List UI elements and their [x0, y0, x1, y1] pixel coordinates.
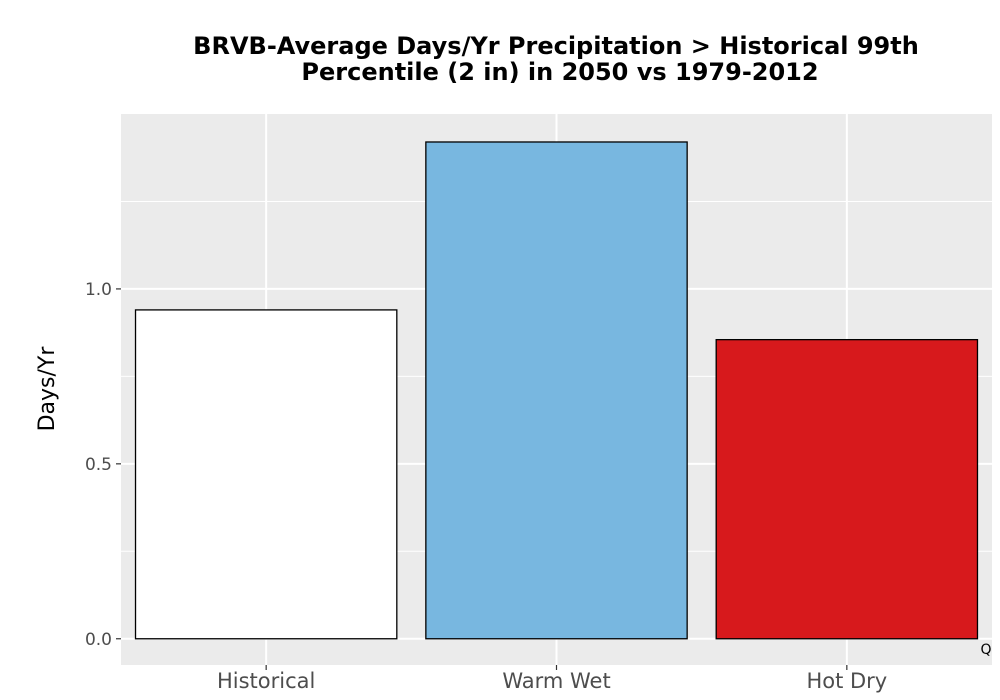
bar-warm-wet	[425, 141, 688, 640]
bars	[134, 141, 979, 640]
y-tick-label: 1.0	[85, 280, 112, 300]
x-tick-label: Warm Wet	[502, 669, 610, 693]
chart-title-line-2: Percentile (2 in) in 2050 vs 1979-2012	[301, 58, 818, 86]
y-tick-label: 0.5	[85, 455, 112, 475]
bar-hot-dry	[715, 338, 979, 640]
x-axis-ticks: Historical Warm Wet Hot Dry	[217, 665, 887, 693]
x-tick-label: Hot Dry	[806, 669, 887, 693]
y-axis-ticks: 0.0 0.5 1.0	[85, 280, 121, 650]
chart-title-line-1: BRVB-Average Days/Yr Precipitation > His…	[193, 32, 919, 60]
y-tick-label: 0.0	[85, 630, 112, 650]
caption: Q	[980, 642, 991, 658]
y-axis-title: Days/Yr	[35, 346, 60, 432]
bar-historical	[134, 309, 398, 640]
x-tick-label: Historical	[217, 669, 315, 693]
